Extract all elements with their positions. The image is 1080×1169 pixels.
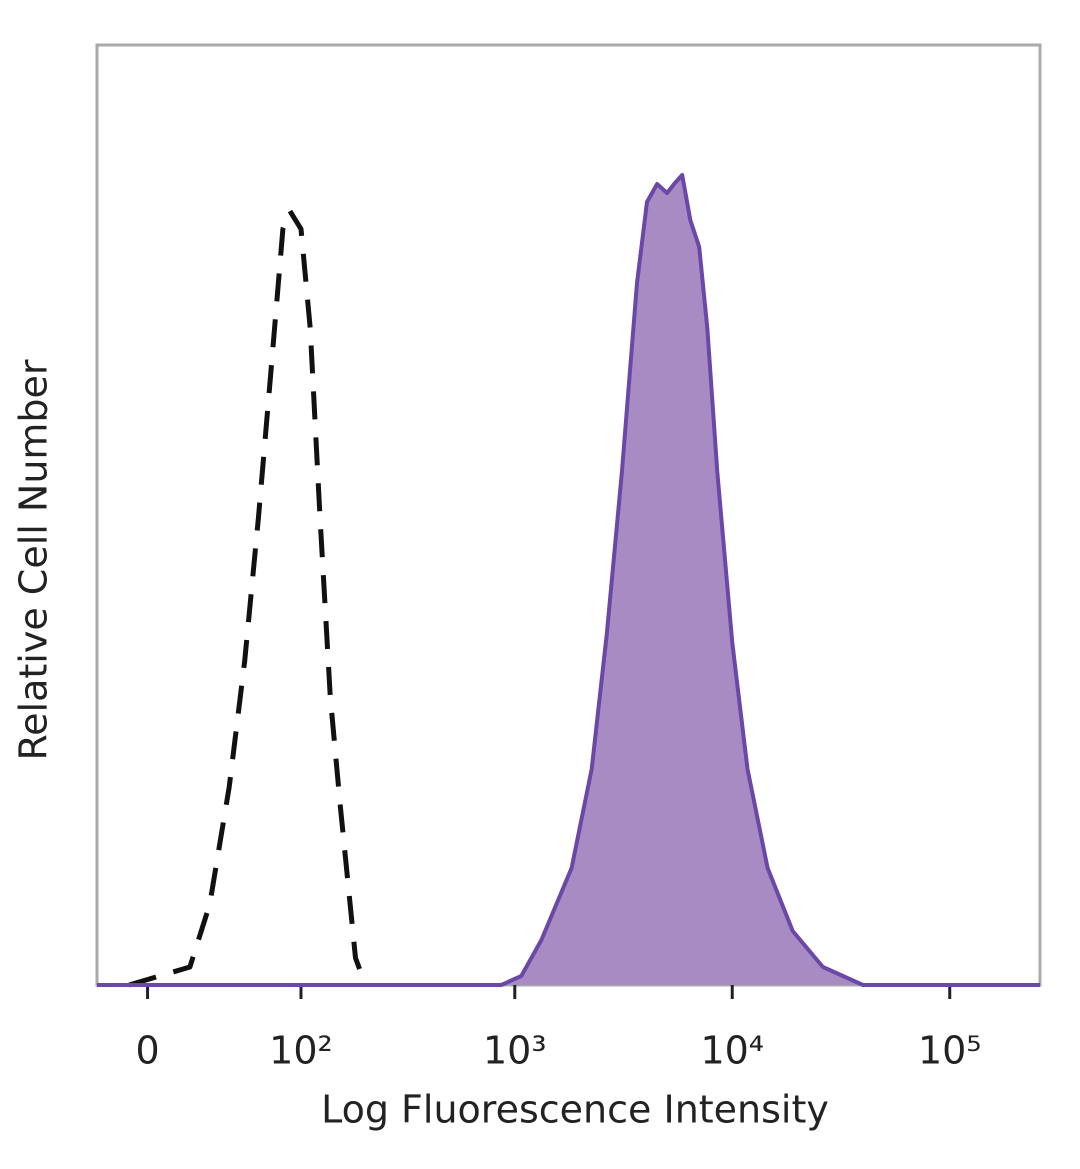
x-tick-label: 10³: [483, 1029, 547, 1073]
x-axis-label: Log Fluorescence Intensity: [321, 1088, 829, 1132]
filled-histogram: [97, 173, 1040, 987]
x-tick-label: 10²: [269, 1029, 333, 1073]
dashed-histogram: [128, 208, 368, 988]
y-axis-label: Relative Cell Number: [12, 359, 56, 760]
x-tick-label: 10⁴: [700, 1029, 764, 1073]
x-tick-label: 0: [135, 1029, 159, 1073]
plot-frame: [95, 43, 1042, 987]
x-tick-label: 10⁵: [918, 1029, 982, 1073]
